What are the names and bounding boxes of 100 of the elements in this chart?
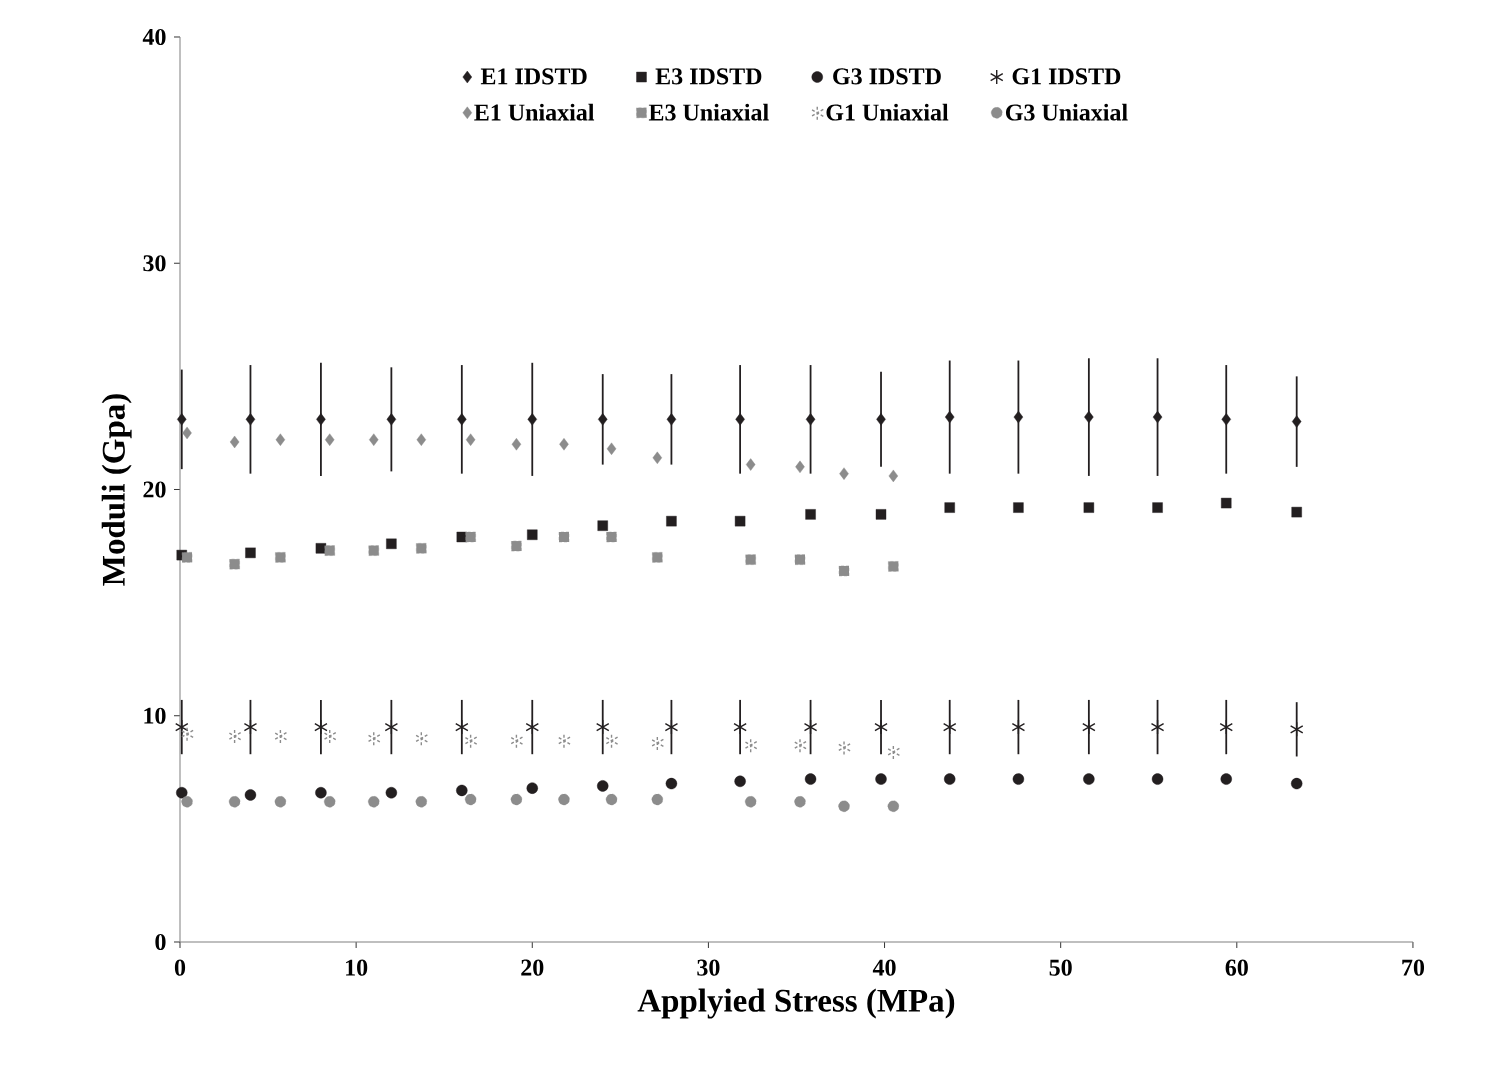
point: [181, 796, 193, 808]
point: [227, 728, 242, 744]
y-tick-label: 20: [143, 481, 166, 498]
point: [875, 773, 887, 785]
y-tick-label: 40: [142, 28, 166, 46]
point: [1083, 502, 1095, 513]
point: [944, 502, 955, 513]
point: [597, 520, 608, 531]
point: [743, 737, 758, 753]
legend-label: G1 IDSTD: [1012, 68, 1121, 85]
point: [384, 719, 399, 735]
point: [415, 796, 428, 808]
point: [243, 719, 258, 735]
point: [275, 433, 286, 446]
point: [606, 442, 617, 455]
point: [888, 469, 899, 483]
point: [324, 545, 335, 556]
x-tick-label: 40: [872, 959, 896, 976]
x-tick-label: 60: [1225, 959, 1248, 976]
point: [175, 719, 189, 735]
point: [1083, 773, 1095, 785]
x-tick-label: 0: [174, 959, 186, 976]
point: [275, 552, 286, 563]
point: [1221, 413, 1231, 426]
point: [839, 467, 849, 480]
point: [876, 413, 886, 426]
point: [465, 433, 476, 446]
point: [180, 726, 194, 742]
point: [324, 796, 336, 808]
point: [245, 547, 256, 559]
point: [369, 433, 379, 446]
point: [182, 426, 192, 440]
point: [795, 460, 805, 474]
point: [1291, 506, 1302, 518]
point: [666, 515, 677, 527]
point: [366, 730, 381, 747]
x-axis-title: Applyied Stress (MPa): [637, 988, 955, 1019]
legend-label: G3 IDSTD: [833, 68, 941, 85]
point: [652, 552, 663, 563]
point: [1012, 773, 1025, 785]
point: [666, 413, 677, 426]
point: [1219, 719, 1233, 735]
point: [228, 796, 241, 808]
x-tick-label: 50: [1049, 959, 1072, 976]
point: [558, 793, 570, 806]
point: [652, 451, 663, 465]
point: [245, 413, 256, 426]
point: [527, 529, 538, 540]
point: [527, 413, 537, 426]
x-tick-label: 70: [1402, 959, 1425, 976]
point: [386, 413, 397, 426]
point: [793, 737, 807, 753]
point: [805, 509, 816, 520]
point: [463, 732, 478, 749]
point: [887, 800, 900, 812]
point: [838, 800, 850, 812]
point: [837, 739, 851, 756]
point: [1084, 410, 1094, 424]
point: [509, 732, 524, 749]
point: [414, 730, 429, 747]
point: [598, 413, 608, 426]
point: [595, 719, 610, 735]
legend-label: E3 IDSTD: [655, 68, 762, 85]
point: [945, 410, 955, 424]
point: [1152, 502, 1163, 513]
point: [1013, 502, 1024, 513]
point: [511, 540, 522, 552]
point: [456, 784, 468, 797]
y-tick-label: 0: [155, 933, 166, 951]
point: [559, 438, 569, 451]
point: [1221, 497, 1232, 509]
point: [457, 413, 467, 426]
legend-label: E3 Uniaxial: [648, 103, 769, 121]
point: [794, 554, 806, 565]
point: [273, 728, 288, 744]
point: [805, 413, 816, 426]
point: [558, 531, 570, 543]
point: [838, 565, 850, 577]
point: [606, 531, 617, 543]
y-axis-title: Moduli (Gpa): [101, 394, 132, 586]
point: [386, 538, 397, 549]
point: [744, 796, 757, 808]
point: [1013, 410, 1024, 424]
point: [526, 782, 538, 794]
point: [1011, 719, 1026, 735]
point: [322, 728, 337, 744]
point: [944, 773, 956, 785]
point: [314, 719, 328, 735]
point: [1220, 773, 1232, 785]
point: [1289, 721, 1304, 738]
point: [1150, 719, 1165, 735]
point: [385, 786, 398, 799]
point: [803, 719, 818, 735]
point: [511, 438, 522, 451]
point: [465, 531, 476, 543]
point: [604, 732, 619, 749]
point: [316, 413, 326, 426]
point: [734, 775, 746, 788]
point: [315, 786, 327, 799]
point: [510, 793, 523, 806]
